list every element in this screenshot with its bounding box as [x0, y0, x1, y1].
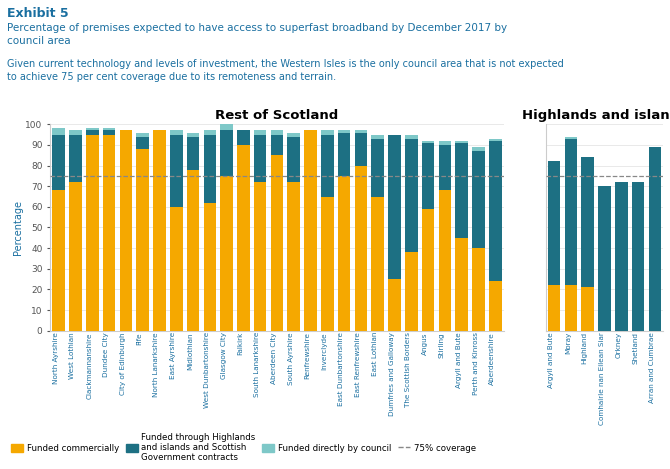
Text: Percentage of premises expected to have access to superfast broadband by Decembe: Percentage of premises expected to have … — [7, 23, 507, 45]
Bar — [220, 110, 233, 130]
Bar — [405, 135, 417, 139]
Bar — [472, 248, 485, 331]
Bar — [489, 139, 502, 141]
Bar — [187, 136, 199, 170]
Bar — [615, 182, 628, 331]
Bar — [565, 136, 578, 139]
Bar — [119, 130, 132, 331]
Bar — [489, 141, 502, 281]
Bar — [187, 170, 199, 331]
Legend: Funded commercially, Funded through Highlands
and islands and Scottish
Governmen: Funded commercially, Funded through High… — [11, 432, 476, 462]
Bar — [371, 197, 384, 331]
Bar — [287, 133, 300, 136]
Bar — [489, 281, 502, 331]
Bar — [170, 135, 182, 207]
Bar — [287, 136, 300, 182]
Bar — [565, 285, 578, 331]
Bar — [456, 141, 468, 143]
Bar — [103, 130, 115, 135]
Bar — [52, 135, 65, 190]
Bar — [86, 130, 98, 135]
Bar — [287, 182, 300, 331]
Bar — [354, 130, 367, 133]
Bar — [321, 197, 334, 331]
Bar — [237, 130, 250, 145]
Bar — [204, 203, 216, 331]
Bar — [220, 130, 233, 176]
Bar — [472, 147, 485, 151]
Bar — [405, 252, 417, 331]
Bar — [237, 145, 250, 331]
Bar — [456, 143, 468, 238]
Bar — [354, 166, 367, 331]
Bar — [439, 145, 452, 190]
Bar — [254, 135, 267, 182]
Bar — [632, 182, 645, 331]
Bar — [170, 207, 182, 331]
Title: Rest of Scotland: Rest of Scotland — [215, 109, 338, 122]
Text: Exhibit 5: Exhibit 5 — [7, 7, 68, 20]
Bar — [271, 135, 283, 155]
Y-axis label: Percentage: Percentage — [13, 200, 23, 255]
Bar — [271, 155, 283, 331]
Bar — [52, 190, 65, 331]
Bar — [254, 182, 267, 331]
Bar — [86, 129, 98, 130]
Bar — [371, 135, 384, 139]
Bar — [405, 139, 417, 252]
Bar — [204, 130, 216, 135]
Bar — [321, 135, 334, 197]
Bar — [598, 186, 611, 331]
Bar — [187, 133, 199, 136]
Bar — [422, 143, 434, 209]
Bar — [422, 141, 434, 143]
Bar — [271, 130, 283, 135]
Text: Given current technology and levels of investment, the Western Isles is the only: Given current technology and levels of i… — [7, 59, 563, 82]
Bar — [422, 209, 434, 331]
Bar — [456, 238, 468, 331]
Bar — [103, 135, 115, 331]
Bar — [321, 130, 334, 135]
Bar — [153, 130, 165, 331]
Bar — [582, 287, 594, 331]
Bar — [103, 129, 115, 130]
Bar — [220, 176, 233, 331]
Bar — [472, 151, 485, 248]
Bar — [69, 182, 82, 331]
Bar — [439, 190, 452, 331]
Bar — [170, 130, 182, 135]
Bar — [338, 133, 350, 176]
Bar — [52, 129, 65, 135]
Bar — [304, 130, 317, 331]
Bar — [136, 136, 149, 149]
Bar — [565, 139, 578, 285]
Bar — [338, 176, 350, 331]
Bar — [439, 141, 452, 145]
Bar — [389, 135, 401, 279]
Bar — [548, 161, 560, 285]
Bar — [649, 147, 661, 331]
Bar — [582, 157, 594, 287]
Bar — [136, 149, 149, 331]
Bar — [86, 135, 98, 331]
Bar — [254, 130, 267, 135]
Bar — [136, 133, 149, 136]
Bar — [204, 135, 216, 203]
Bar — [338, 130, 350, 133]
Bar — [354, 133, 367, 166]
Bar — [371, 139, 384, 197]
Bar — [69, 135, 82, 182]
Bar — [548, 285, 560, 331]
Bar — [69, 130, 82, 135]
Bar — [389, 279, 401, 331]
Title: Highlands and islands: Highlands and islands — [522, 109, 670, 122]
